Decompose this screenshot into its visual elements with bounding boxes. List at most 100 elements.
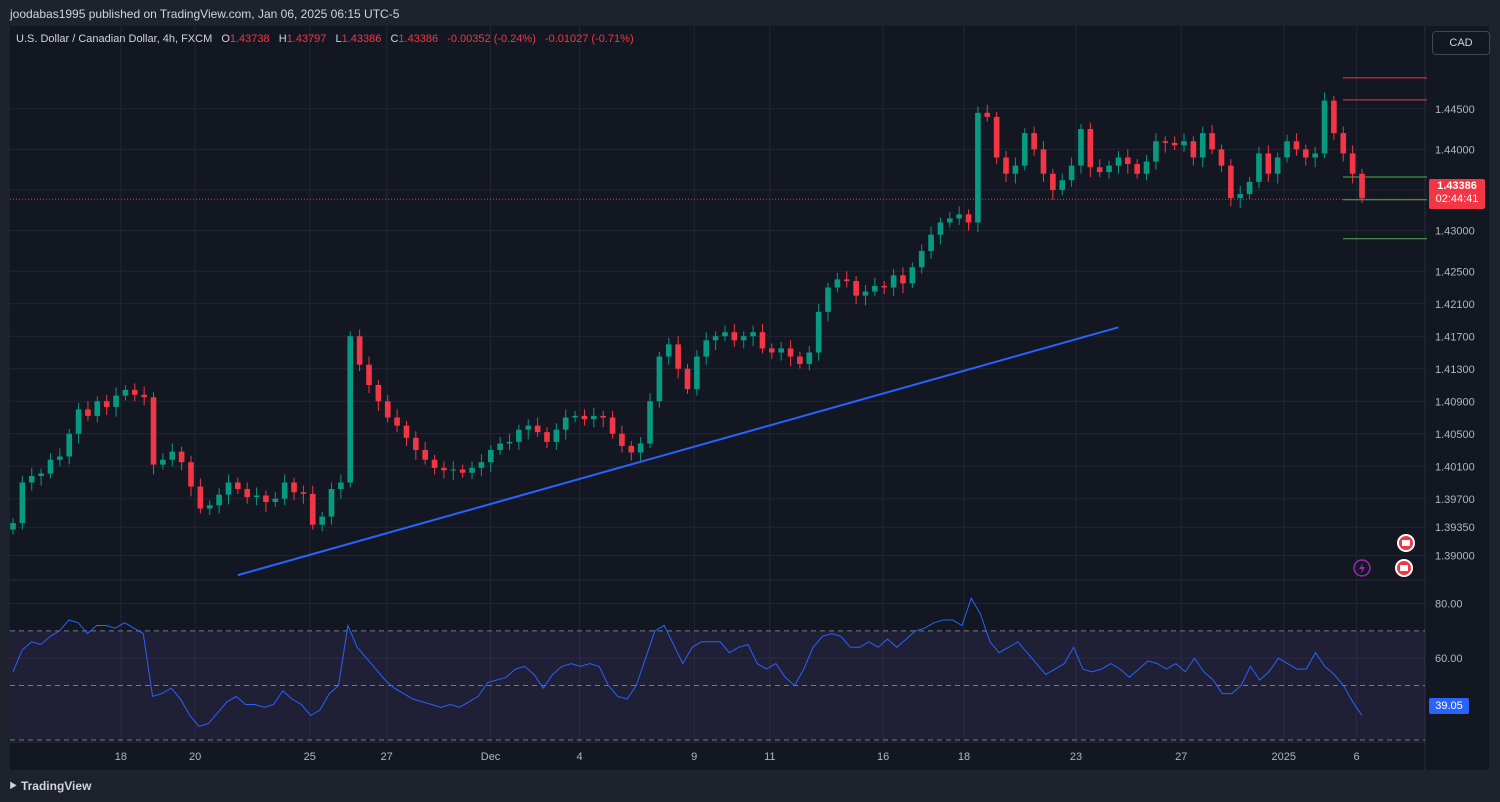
candle-body	[328, 489, 335, 517]
candle-body	[1349, 153, 1356, 174]
candle-body	[235, 482, 241, 489]
bar-countdown: 02:44:41	[1435, 193, 1479, 205]
candle-body	[1237, 194, 1244, 199]
candle-body	[47, 459, 54, 474]
candle-body	[309, 493, 316, 525]
low-label: L	[335, 33, 342, 45]
candle-body	[1265, 153, 1272, 174]
candle-body	[1340, 133, 1347, 154]
price-tick-label: 1.39000	[1435, 551, 1475, 563]
candle-body	[1068, 165, 1075, 181]
candle-body	[600, 415, 606, 418]
candle-body	[900, 275, 906, 284]
published-by-text: joodabas1995 published on TradingView.co…	[10, 7, 400, 21]
candle-body	[740, 336, 747, 341]
candle-body	[1153, 141, 1159, 162]
candle-body	[10, 523, 16, 530]
price-tick-label: 1.39350	[1435, 522, 1475, 534]
candle-body	[450, 469, 457, 471]
candle-body	[918, 250, 925, 268]
candle-body	[1059, 180, 1066, 190]
time-tick-label: 16	[877, 751, 889, 763]
candle-body	[38, 473, 44, 476]
rsi-value-tag: 39.05	[1429, 698, 1469, 714]
candle-body	[394, 417, 400, 426]
candle-body	[85, 409, 91, 416]
candle-body	[1031, 133, 1037, 150]
time-tick-label: 27	[1175, 751, 1187, 763]
time-tick-label: 4	[577, 751, 583, 763]
candle-body	[525, 425, 532, 430]
open-label: O	[221, 33, 230, 45]
high-label: H	[278, 33, 287, 45]
candle-body	[750, 332, 756, 337]
price-tick-label: 1.42500	[1435, 266, 1475, 278]
candle-body	[834, 279, 841, 288]
price-tick-label: 1.41300	[1435, 364, 1475, 376]
candle-body	[1171, 142, 1178, 146]
last-price-tag: 1.43386 02:44:41	[1429, 179, 1485, 209]
candle-body	[984, 112, 991, 117]
candle-body	[656, 356, 663, 402]
change-value-2: -0.01027 (-0.71%)	[544, 33, 634, 45]
candle-body	[1331, 100, 1337, 134]
rsi-tick-label: 80.00	[1435, 599, 1463, 611]
footer: ⯈ TradingView	[0, 770, 1500, 802]
symbol-legend: U.S. Dollar / Canadian Dollar, 4h, FXCM …	[16, 33, 634, 45]
candle-body	[272, 498, 279, 502]
candle-body	[1040, 149, 1047, 174]
candle-body	[647, 401, 653, 444]
candle-body	[1134, 164, 1140, 174]
candle-body	[1284, 141, 1290, 158]
candle-body	[178, 451, 185, 463]
trendline[interactable]	[237, 326, 1119, 577]
candle-body	[225, 482, 232, 495]
candle-body	[787, 348, 794, 357]
currency-button[interactable]: CAD	[1432, 31, 1490, 55]
candle-body	[722, 332, 728, 337]
candle-body	[769, 348, 775, 353]
flag-icon[interactable]	[1395, 534, 1415, 577]
symbol-title[interactable]: U.S. Dollar / Canadian Dollar, 4h, FXCM	[16, 33, 213, 45]
candle-body	[1087, 129, 1094, 168]
candle-body	[591, 415, 597, 420]
price-tick-label: 1.40500	[1435, 429, 1475, 441]
candle-body	[553, 429, 560, 442]
candle-body	[1115, 157, 1122, 166]
price-tick-label: 1.44500	[1435, 104, 1475, 116]
candle-body	[19, 482, 26, 524]
candle-body	[103, 401, 110, 407]
candle-body	[131, 389, 138, 395]
tradingview-logo[interactable]: ⯈ TradingView	[8, 779, 91, 794]
candle-body	[1359, 173, 1365, 199]
candle-body	[441, 467, 447, 471]
candle-body	[188, 462, 194, 487]
rsi-band-fill	[10, 630, 1425, 740]
chart-canvas[interactable]: 1.445001.440001.435001.430001.425001.421…	[0, 26, 1500, 770]
candle-body	[413, 437, 419, 450]
candle-body	[1246, 181, 1253, 195]
candle-body	[1143, 161, 1150, 174]
candle-body	[890, 275, 897, 288]
candle-body	[581, 415, 588, 420]
time-axis-ticks: 18 20 25 27 Dec 4 9 11 16 18 23 27 2025 6	[115, 751, 1360, 763]
candle-body	[1096, 167, 1103, 173]
candle-body	[366, 364, 372, 385]
candle-body	[487, 450, 494, 463]
flash-icon[interactable]	[1353, 559, 1371, 577]
candle-body	[909, 267, 916, 284]
candle-body	[825, 287, 831, 312]
horizontal-grid	[10, 108, 1425, 659]
tradingview-logo-icon: ⯈	[8, 779, 21, 793]
price-tick-label: 1.39700	[1435, 494, 1475, 506]
candle-body	[619, 433, 625, 446]
candle-body	[1078, 129, 1084, 166]
candle-body	[319, 516, 325, 525]
candle-body	[806, 352, 813, 364]
candle-body	[1162, 141, 1169, 143]
price-tick-label: 1.43000	[1435, 226, 1475, 238]
rsi-line	[12, 596, 1363, 727]
candle-body	[1199, 133, 1206, 158]
price-tick-label: 1.40100	[1435, 461, 1475, 473]
candle-body	[703, 340, 710, 357]
